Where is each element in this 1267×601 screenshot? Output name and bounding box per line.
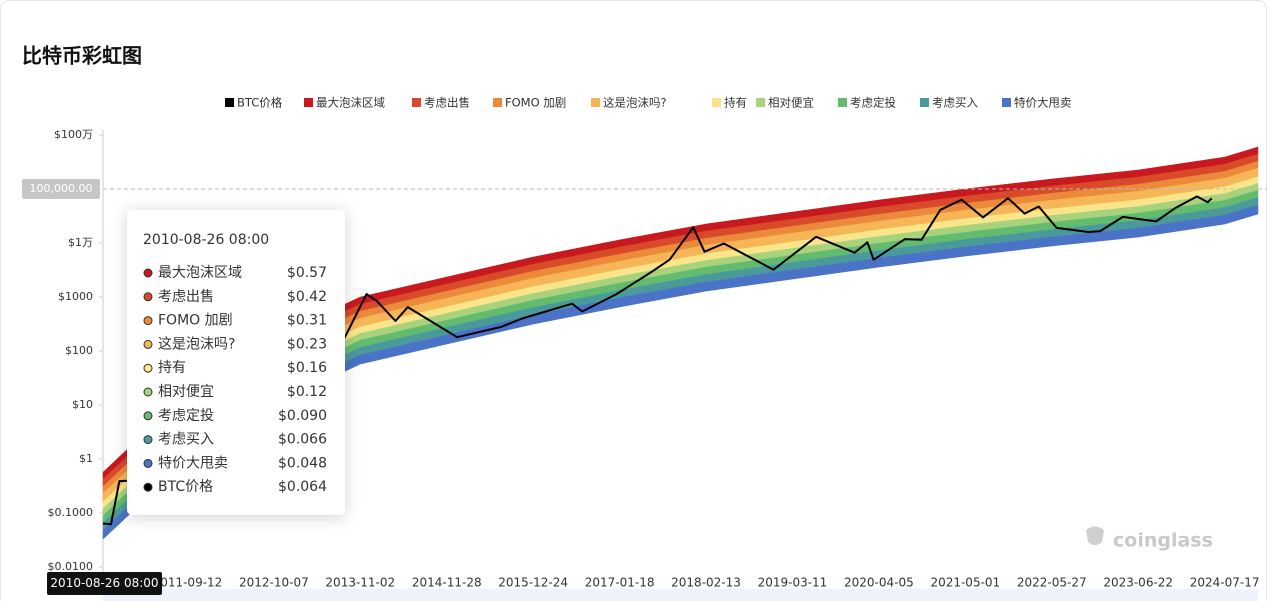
legend-label: BTC价格 [237, 96, 283, 110]
x-tick-label: 2024-07-17 [1190, 576, 1260, 590]
y-tick-label: $100 [65, 344, 93, 357]
y-tick-label: $1万 [68, 236, 93, 249]
tooltip-dot [143, 458, 153, 468]
tooltip-value: $0.57 [287, 265, 327, 281]
x-tick-label: 2014-11-28 [412, 576, 482, 590]
tooltip-name: 最大泡沫区域 [158, 265, 242, 281]
x-tick-label: 2013-11-02 [325, 576, 395, 590]
crosshair-x-label: 2010-08-26 08:00 [50, 576, 158, 590]
tooltip-value: $0.42 [287, 289, 327, 305]
tooltip: 2010-08-26 08:00 最大泡沫区域 $0.57 考虑出售 $0.42 FOMO… [127, 210, 345, 515]
x-tick-label: 2012-10-07 [239, 576, 309, 590]
tooltip-value: $0.23 [287, 336, 327, 352]
legend-label: 最大泡沫区域 [316, 96, 385, 110]
tooltip-value: $0.12 [287, 384, 327, 400]
legend-label: 持有 [724, 96, 747, 110]
legend-label: 特价大甩卖 [1014, 96, 1072, 110]
legend-label: 这是泡沫吗? [603, 96, 667, 110]
tooltip-name: 考虑出售 [158, 289, 214, 305]
x-tick-label: 2020-04-05 [844, 576, 914, 590]
crosshair-y-box [22, 179, 100, 199]
watermark-icon [1086, 526, 1104, 545]
tooltip-dot [143, 316, 153, 326]
x-tick-label: 2022-05-27 [1017, 576, 1087, 590]
legend-label: FOMO 加剧 [505, 96, 566, 110]
y-tick-label: $10 [72, 398, 93, 411]
tooltip-dot [143, 292, 153, 302]
y-tick-label: $100万 [54, 128, 93, 141]
legend-swatch [225, 98, 234, 107]
tooltip-value: $0.090 [278, 408, 327, 424]
legend-swatch [493, 98, 502, 107]
legend-label: 考虑买入 [932, 96, 978, 110]
tooltip-dot [143, 387, 153, 397]
tooltip-dot [143, 268, 153, 278]
legend-swatch [756, 98, 765, 107]
legend-label: 考虑定投 [850, 96, 896, 110]
legend-swatch [920, 98, 929, 107]
tooltip-dot [143, 411, 153, 421]
x-tick-label: 2017-01-18 [585, 576, 655, 590]
tooltip-name: 这是泡沫吗? [158, 335, 235, 352]
tooltip-dot [143, 339, 153, 349]
legend-swatch [304, 98, 313, 107]
x-tick-label: 2021-05-01 [930, 576, 1000, 590]
tooltip-dot [143, 435, 153, 445]
tooltip-name: BTC价格 [158, 479, 213, 495]
tooltip-dot [143, 363, 153, 373]
legend-swatch [712, 98, 721, 107]
tooltip-value: $0.048 [278, 455, 327, 471]
tooltip-box [127, 210, 345, 515]
tooltip-name: 持有 [158, 360, 186, 376]
x-tick-label: 2015-12-24 [498, 576, 568, 590]
tooltip-value: $0.16 [287, 360, 327, 376]
tooltip-dot [143, 482, 153, 492]
tooltip-name: 特价大甩卖 [158, 455, 228, 471]
y-tick-label: $1 [79, 452, 93, 465]
tooltip-value: $0.066 [278, 432, 327, 448]
tooltip-name: 考虑买入 [158, 432, 214, 448]
tooltip-name: 考虑定投 [158, 408, 214, 424]
legend-swatch [412, 98, 421, 107]
watermark: coinglass [1113, 530, 1213, 552]
legend-swatch [838, 98, 847, 107]
y-tick-label: $1000 [58, 290, 93, 303]
y-tick-label: $0.1000 [48, 506, 94, 519]
x-axis-strip [103, 589, 1258, 601]
tooltip-value: $0.31 [287, 313, 327, 329]
tooltip-value: $0.064 [278, 479, 327, 495]
tooltip-name: FOMO 加剧 [158, 313, 233, 329]
tooltip-title: 2010-08-26 08:00 [143, 232, 269, 248]
x-tick-label: 2011-09-12 [153, 576, 223, 590]
legend-swatch [591, 98, 600, 107]
tooltip-name: 相对便宜 [158, 384, 214, 400]
legend-label: 考虑出售 [424, 96, 470, 110]
y-tick-label: $0.0100 [48, 560, 94, 573]
crosshair-x-box [47, 572, 162, 595]
chart-title: 比特币彩虹图 [22, 44, 142, 68]
x-tick-label: 2019-03-11 [758, 576, 828, 590]
crosshair-y-label: 100,000.00 [30, 182, 93, 195]
x-tick-label: 2018-02-13 [671, 576, 741, 590]
legend-swatch [1002, 98, 1011, 107]
x-tick-label: 2023-06-22 [1103, 576, 1173, 590]
legend-label: 相对便宜 [768, 96, 814, 110]
